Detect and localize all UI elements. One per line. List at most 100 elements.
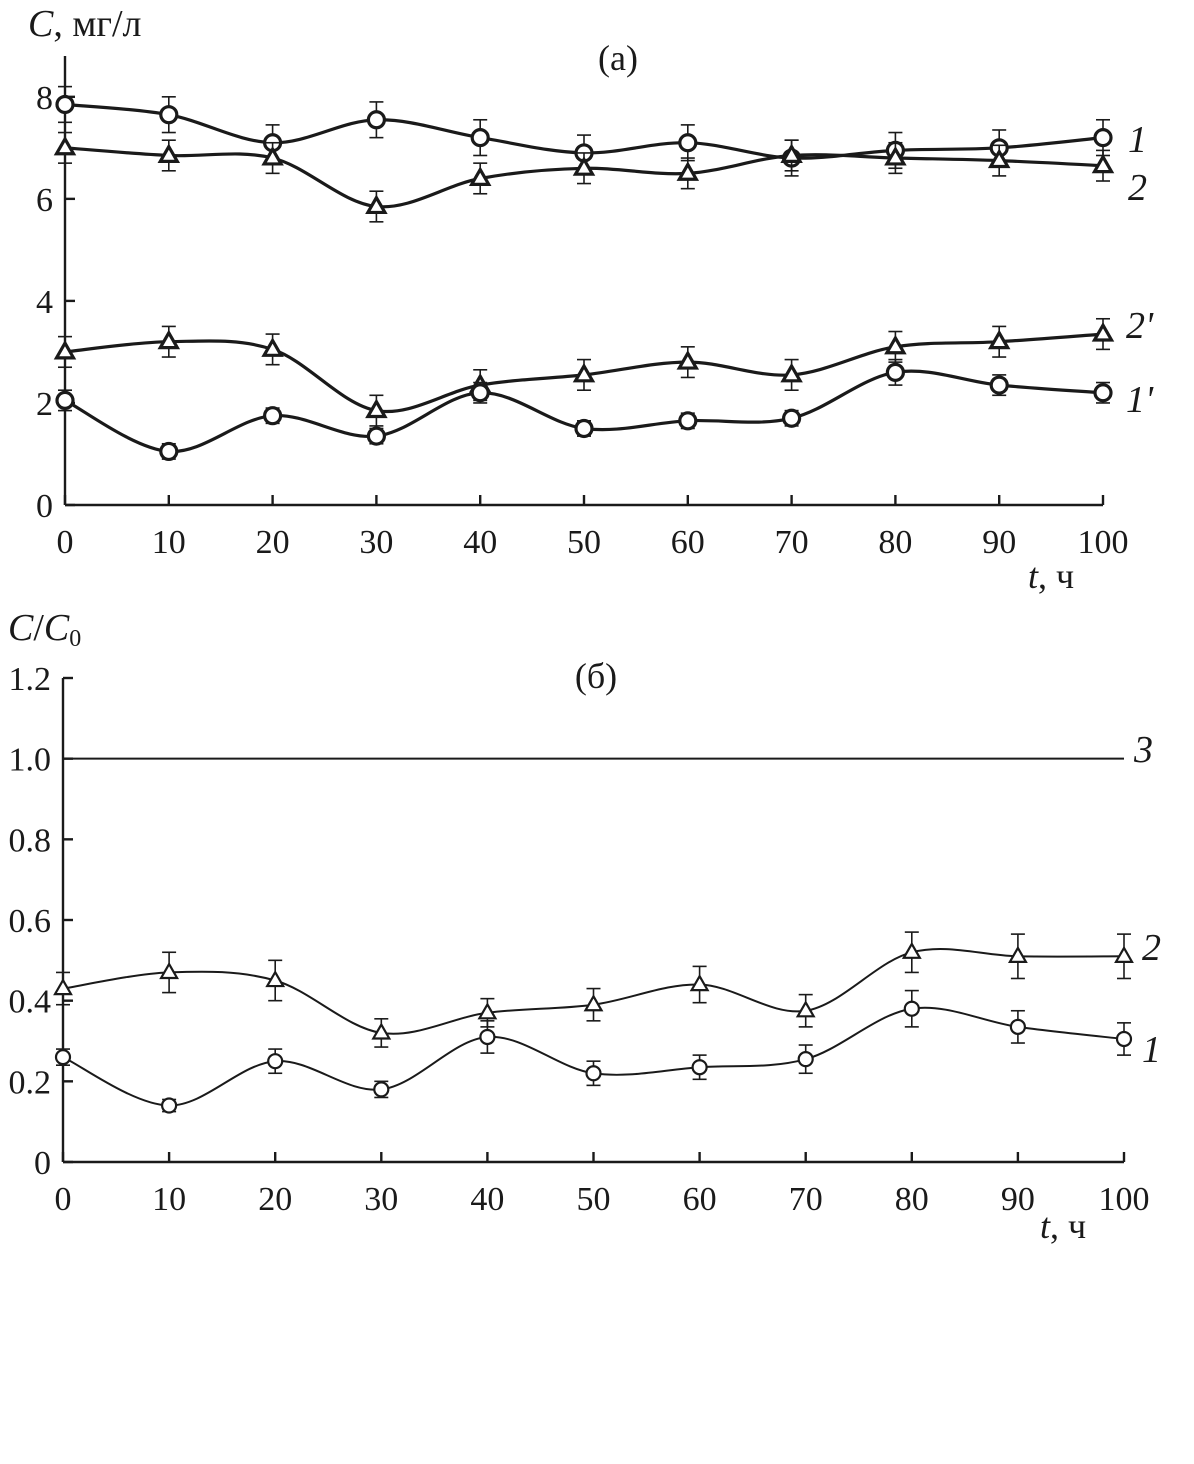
panel-b-data-point-triangle (159, 961, 180, 980)
panel-a-curve-label-1: 1 (1128, 119, 1147, 161)
panel-b-x-tick-label: 60 (683, 1181, 717, 1218)
panel-b-data-point-triangle (371, 1022, 392, 1040)
panel-a-y-tick-label: 6 (36, 182, 53, 219)
panel-a-data-point-circle (1093, 128, 1113, 148)
panel-b-x-tick-label: 40 (470, 1181, 504, 1218)
panel-b-data-point-circle (691, 1059, 708, 1076)
panel-a-data-point-triangle (53, 339, 77, 360)
panel-a-y-axis-label: C, мг/л (28, 3, 142, 45)
panel-a-y-tick-labels: 0 2 4 6 8 (36, 80, 53, 525)
panel-a-data-point-triangle (1091, 153, 1115, 174)
panel-a-data-point-triangle (884, 334, 907, 355)
panel-b-y-axis-var-a: C (8, 607, 34, 649)
panel-b-y-tick-labels: 0 0.2 0.4 0.6 0.8 1.0 1.2 (9, 661, 52, 1182)
panel-a-curve-label-2: 2 (1128, 167, 1147, 209)
panel-b-y-tick-label: 1.0 (9, 742, 52, 779)
panel-a-data-point-triangle (572, 156, 596, 176)
panel-b-data-point-circle (161, 1097, 178, 1114)
panel-b-series (53, 757, 1134, 1114)
panel-a-x-tick-label: 20 (256, 524, 290, 561)
panel-a-x-tick-label: 50 (567, 524, 601, 561)
panel-a-data-point-triangle (53, 135, 77, 156)
panel-a-y-tick-label: 2 (36, 386, 53, 423)
panel-b-curve-label-1: 1 (1142, 1029, 1161, 1071)
panel-b-data-point-circle (797, 1051, 814, 1068)
panel-b-x-tick-labels: 0 10 20 30 40 50 60 70 80 90 100 (55, 1181, 1150, 1218)
panel-a-y-tick-label: 4 (36, 284, 53, 321)
panel-b-x-tick-label: 20 (258, 1181, 292, 1218)
panel-b-y-axis-label: C/C0 (8, 607, 81, 652)
panel-a-curve-label-2-prime: 2' (1126, 305, 1154, 347)
panel-a-data-point-triangle (365, 398, 388, 419)
panel-a-data-point-triangle (157, 143, 181, 164)
panel-a-curve-label-1-prime: 1' (1126, 379, 1154, 421)
panel-b-series-2 (53, 931, 1134, 1048)
panel-b-y-tick-label: 0 (34, 1145, 51, 1182)
panel-b-data-point-triangle (795, 1000, 816, 1018)
panel-b-y-tick-label: 1.2 (9, 661, 52, 698)
panel-a-data-point-circle (885, 362, 906, 382)
panel-a-data-point-triangle (261, 337, 284, 357)
panel-b-data-point-triangle (901, 941, 922, 959)
panel-a-data-point-circle (989, 375, 1009, 395)
panel-a-data-point-triangle (676, 161, 700, 181)
chart-panel-a: 0 10 20 30 40 50 60 70 80 90 100 0 2 4 6 8 (а) C, мг/л… (28, 3, 1154, 596)
panel-b-y-tick-label: 0.4 (9, 984, 52, 1021)
panel-b-series-1-curve (62, 1006, 1125, 1107)
panel-a-data-point-circle (263, 406, 283, 426)
panel-a-series-2' (53, 317, 1115, 427)
panel-a-data-point-circle (55, 94, 75, 115)
panel-a-x-tick-labels: 0 10 20 30 40 50 60 70 80 90 100 (57, 524, 1129, 561)
panel-b-y-tick-label: 0.6 (9, 903, 52, 940)
panel-a-data-point-triangle (987, 329, 1011, 350)
panel-b-x-axis-unit: , ч (1050, 1206, 1086, 1246)
panel-a-data-point-circle (1093, 383, 1113, 403)
panel-b-label: (б) (575, 656, 617, 696)
panel-a-data-point-triangle (1091, 321, 1115, 342)
panel-a-data-point-circle (574, 418, 594, 439)
panel-b-axes (61, 676, 1126, 1164)
panel-b-data-point-circle (267, 1053, 284, 1070)
panel-a-data-point-circle (470, 128, 490, 148)
panel-a-data-point-triangle (261, 145, 284, 166)
panel-a-data-point-circle (781, 408, 802, 428)
panel-b-data-point-triangle (689, 973, 710, 992)
panel-a-series (53, 85, 1115, 462)
panel-a-x-tick-label: 10 (152, 524, 186, 561)
panel-a-series-1' (55, 358, 1113, 462)
panel-b-x-tick-label: 80 (895, 1181, 929, 1218)
panel-a-data-point-circle (55, 390, 75, 411)
panel-b-y-tick-label: 0.2 (9, 1064, 52, 1101)
panel-a-data-point-triangle (572, 362, 596, 383)
panel-b-x-tick-label: 10 (152, 1181, 186, 1218)
panel-b-y-axis-slash: / (33, 607, 44, 649)
panel-a-data-point-triangle (468, 166, 492, 186)
panel-b-x-tick-label: 90 (1001, 1181, 1035, 1218)
panel-a-axes (63, 56, 1105, 507)
panel-b-data-point-circle (903, 1000, 920, 1017)
panel-b-x-axis-label: t, ч (1040, 1206, 1086, 1246)
panel-b-data-point-circle (54, 1049, 72, 1066)
panel-a-data-point-triangle (157, 329, 181, 350)
panel-a-y-axis-unit: , мг/л (53, 3, 141, 45)
panel-b-x-tick-label: 30 (364, 1181, 398, 1218)
panel-a-x-tick-label: 70 (775, 524, 809, 561)
panel-a-x-axis-var: t (1028, 556, 1039, 596)
panel-a-data-point-circle (366, 110, 386, 130)
panel-b-data-point-circle (1115, 1030, 1133, 1048)
panel-a-data-point-triangle (676, 350, 700, 370)
panel-a-x-tick-label: 30 (359, 524, 393, 561)
panel-b-y-axis-subscript: 0 (69, 626, 81, 652)
panel-a-x-tick-label: 0 (57, 524, 74, 561)
panel-b-x-tick-label: 50 (577, 1181, 611, 1218)
panel-b-x-axis-var: t (1040, 1206, 1051, 1246)
panel-a-data-point-circle (678, 411, 698, 431)
panel-a-y-tick-label: 0 (36, 488, 53, 525)
panel-b-data-point-triangle (265, 969, 286, 988)
panel-a-x-tick-label: 100 (1078, 524, 1129, 561)
panel-a-y-tick-label: 8 (36, 80, 53, 117)
panel-a-label: (а) (598, 38, 638, 78)
panel-a-data-point-triangle (365, 194, 388, 215)
panel-b-data-point-circle (1009, 1018, 1027, 1035)
